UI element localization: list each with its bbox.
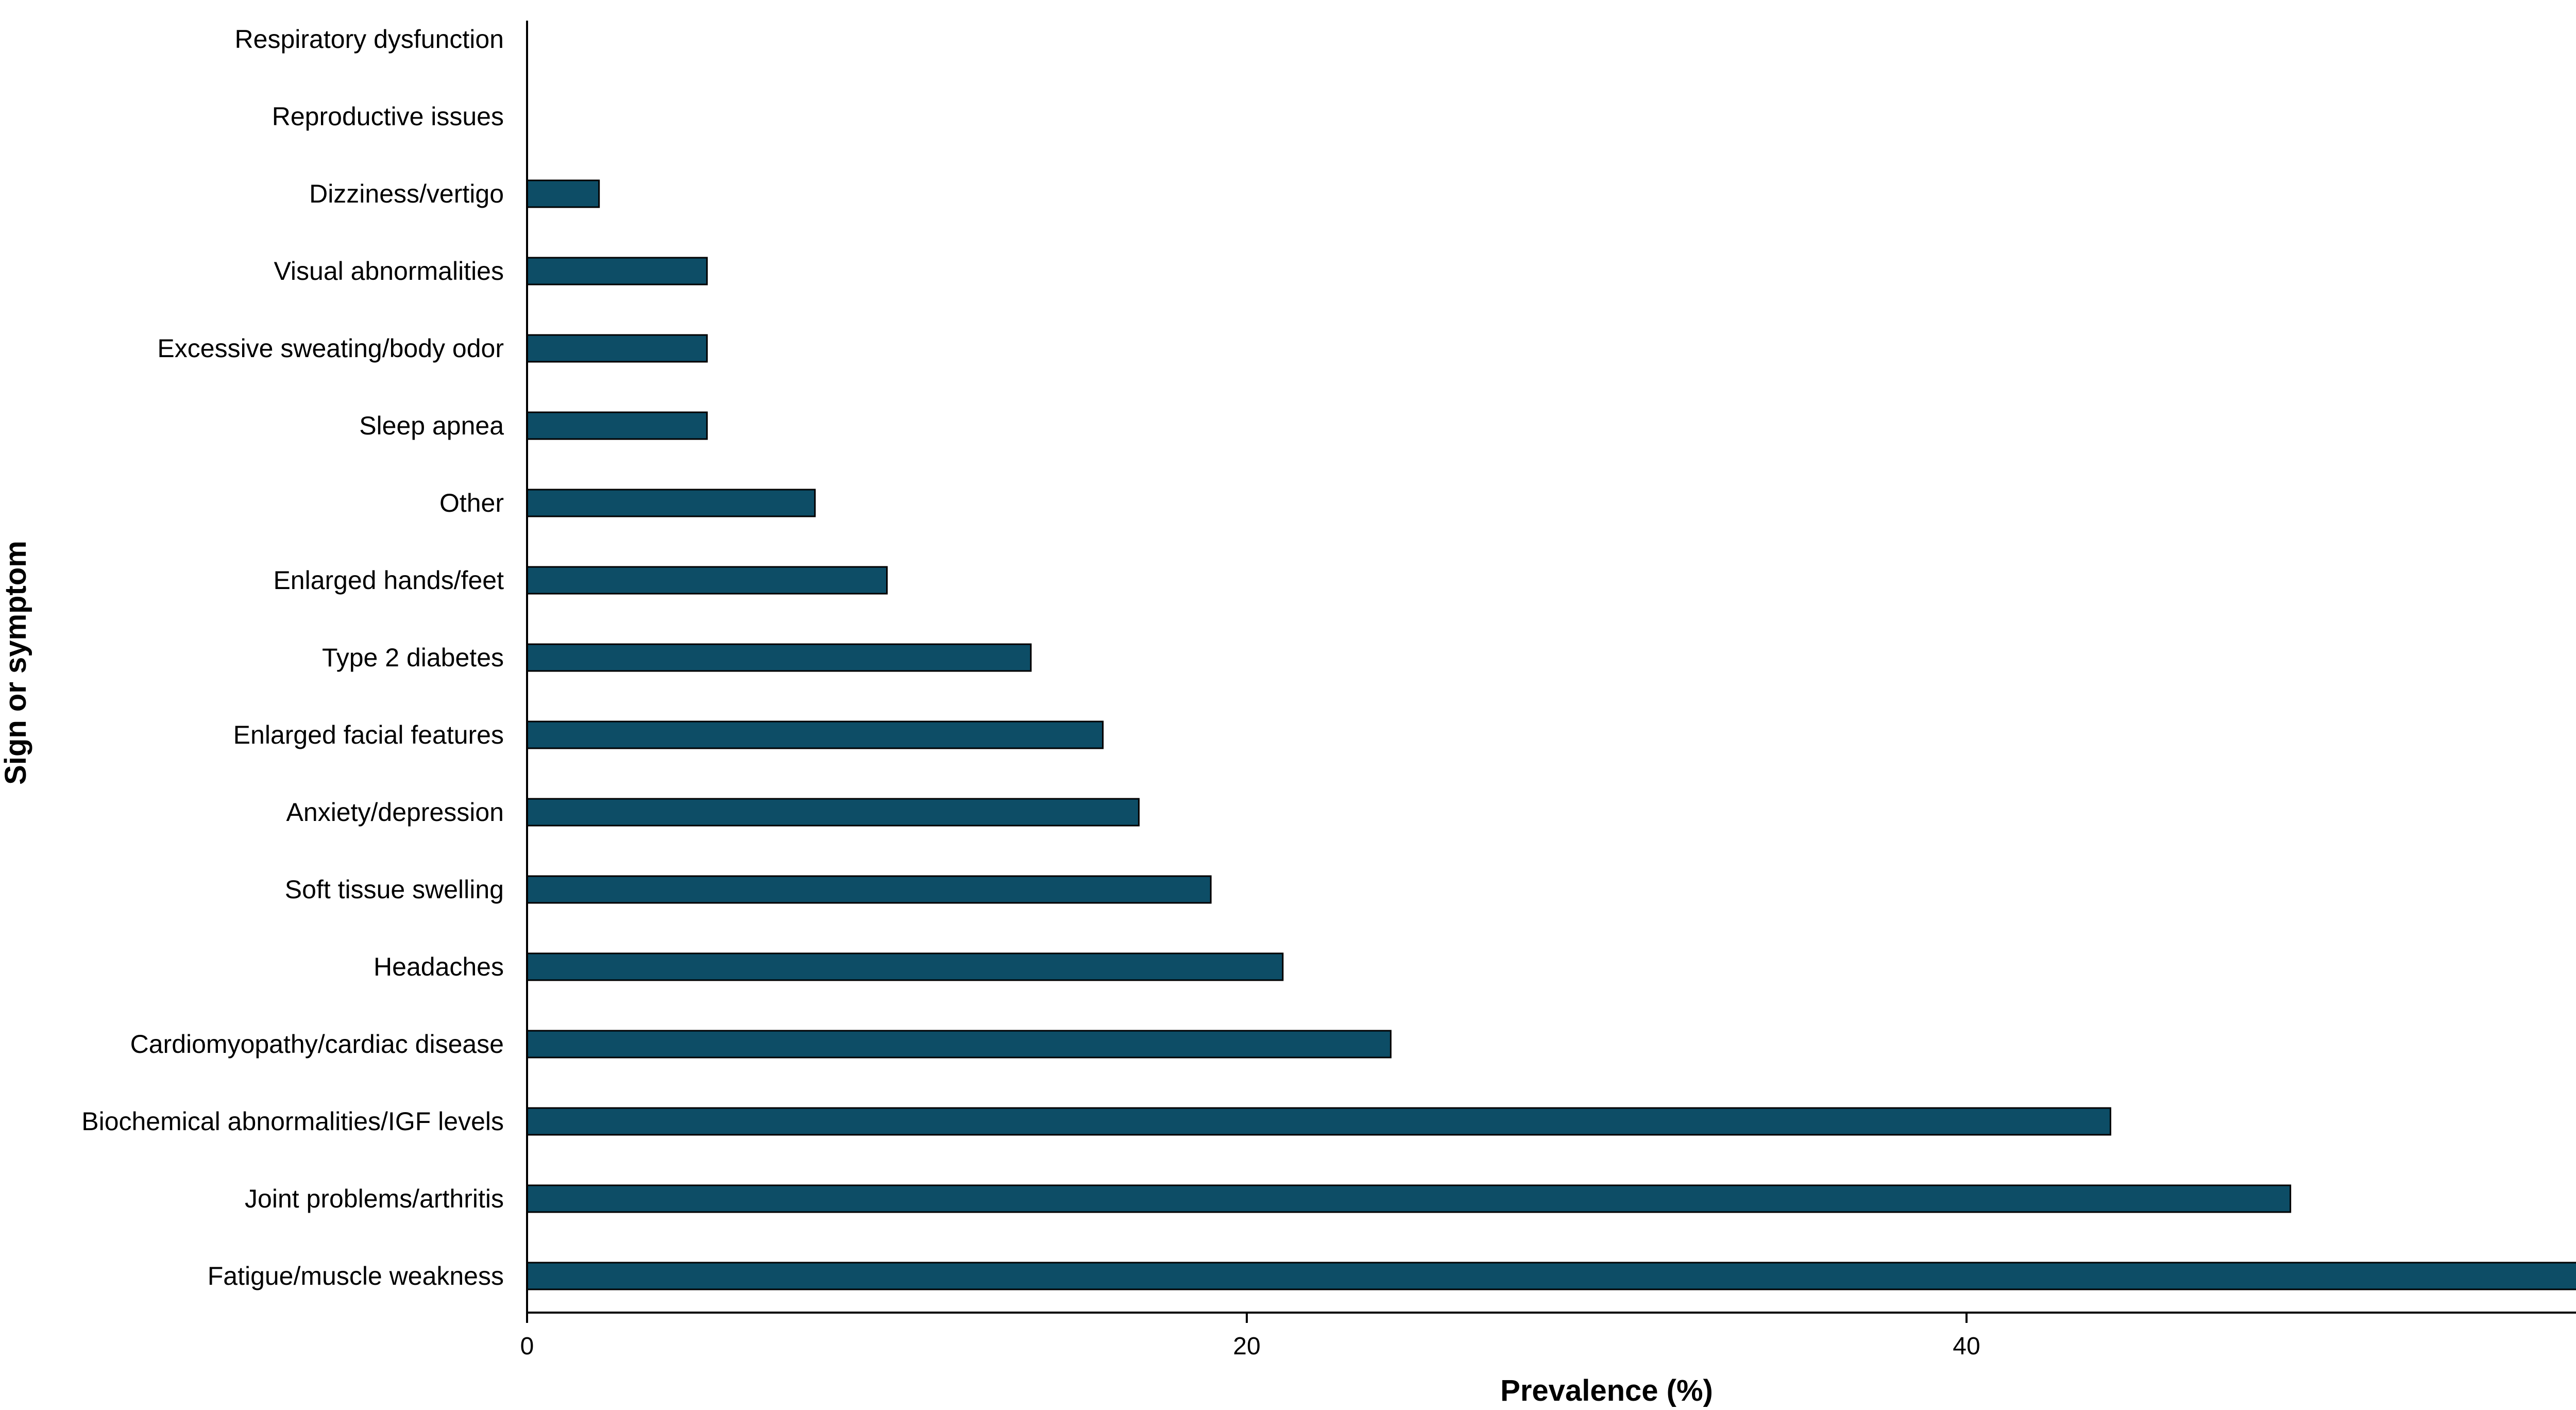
category-label-anxiety-depression: Anxiety/depression	[286, 798, 504, 827]
bar-sleep-apnea	[526, 411, 708, 440]
x-tick-label-20: 20	[1233, 1333, 1260, 1360]
category-label-reproductive-issues: Reproductive issues	[272, 102, 504, 131]
category-label-enlarged-facial-features: Enlarged facial features	[233, 720, 504, 749]
bar-cardiomyopathy-cardiac-disease	[526, 1030, 1392, 1059]
bar-visual-abnormalities	[526, 257, 708, 286]
bar-other	[526, 489, 816, 517]
bar-biochemical-abnormalities-igf-levels	[526, 1107, 2111, 1136]
category-label-joint-problems-arthritis: Joint problems/arthritis	[245, 1184, 504, 1213]
category-label-visual-abnormalities: Visual abnormalities	[274, 257, 504, 286]
category-label-headaches: Headaches	[374, 952, 504, 981]
bar-fatigue-muscle-weakness	[526, 1262, 2576, 1290]
category-label-other: Other	[439, 489, 504, 517]
category-label-cardiomyopathy-cardiac-disease: Cardiomyopathy/cardiac disease	[130, 1030, 504, 1059]
category-label-soft-tissue-swelling: Soft tissue swelling	[285, 875, 504, 904]
bar-enlarged-hands-feet	[526, 566, 888, 595]
bar-type-2-diabetes	[526, 643, 1032, 672]
bar-anxiety-depression	[526, 798, 1140, 827]
category-label-type-2-diabetes: Type 2 diabetes	[322, 643, 504, 672]
category-label-fatigue-muscle-weakness: Fatigue/muscle weakness	[208, 1262, 504, 1290]
x-tick-label-40: 40	[1953, 1333, 1980, 1360]
x-axis-title: Prevalence (%)	[1500, 1374, 1713, 1407]
category-labels-layer: Respiratory dysfunction Reproductive issu…	[81, 25, 504, 1290]
bar-soft-tissue-swelling	[526, 875, 1212, 904]
x-tick-label-0: 0	[520, 1333, 534, 1360]
category-label-excessive-sweating-body-odor: Excessive sweating/body odor	[157, 334, 504, 363]
category-label-respiratory-dysfunction: Respiratory dysfunction	[235, 25, 504, 54]
category-label-biochemical-abnormalities-igf-levels: Biochemical abnormalities/IGF levels	[81, 1107, 504, 1136]
bar-headaches	[526, 952, 1284, 981]
bar-dizziness-vertigo	[526, 179, 600, 208]
bar-excessive-sweating-body-odor	[526, 334, 708, 363]
category-label-sleep-apnea: Sleep apnea	[359, 411, 504, 440]
bars-layer	[526, 179, 2576, 1290]
bar-joint-problems-arthritis	[526, 1184, 2292, 1213]
category-label-enlarged-hands-feet: Enlarged hands/feet	[273, 566, 504, 595]
category-label-dizziness-vertigo: Dizziness/vertigo	[309, 179, 504, 208]
y-axis-title: Sign or symptom	[0, 541, 32, 785]
bar-enlarged-facial-features	[526, 720, 1104, 749]
x-ticks-layer: 0204060	[520, 1313, 1980, 1360]
